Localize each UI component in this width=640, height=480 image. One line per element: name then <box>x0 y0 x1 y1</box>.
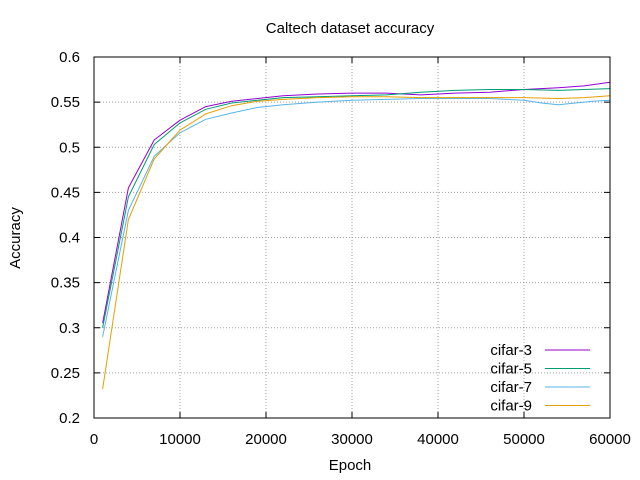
series-line-cifar-9 <box>102 95 611 390</box>
legend-label: cifar-7 <box>490 379 532 396</box>
x-tick-label: 40000 <box>417 431 459 448</box>
y-tick-label: 0.35 <box>51 275 80 292</box>
series-line-cifar-3 <box>102 81 611 324</box>
y-tick-label: 0.55 <box>51 94 80 111</box>
series-line-cifar-5 <box>102 88 611 328</box>
legend-label: cifar-5 <box>490 361 532 378</box>
x-tick-label: 20000 <box>245 431 287 448</box>
x-tick-label: 0 <box>90 431 98 448</box>
series-line-cifar-7 <box>102 98 611 337</box>
x-axis-label: Epoch <box>329 457 372 474</box>
legend-label: cifar-3 <box>490 342 532 359</box>
x-tick-label: 60000 <box>589 431 631 448</box>
y-tick-label: 0.45 <box>51 184 80 201</box>
axis-ticks: 0.2 0.25 0.3 0.35 0.4 0.45 0.5 0.55 0.6 0 10000 200… <box>51 49 631 448</box>
y-axis-label: Accuracy <box>7 207 24 269</box>
y-tick-label: 0.2 <box>59 410 80 427</box>
x-tick-label: 10000 <box>159 431 201 448</box>
y-tick-label: 0.5 <box>59 139 80 156</box>
gridlines <box>94 57 610 418</box>
legend-label: cifar-9 <box>490 398 532 415</box>
x-tick-label: 30000 <box>331 431 373 448</box>
y-tick-label: 0.6 <box>59 49 80 66</box>
y-tick-label: 0.3 <box>59 320 80 337</box>
y-tick-label: 0.25 <box>51 365 80 382</box>
x-tick-label: 50000 <box>503 431 545 448</box>
y-tick-label: 0.4 <box>59 230 80 247</box>
series-lines <box>102 81 611 390</box>
chart-title: Caltech dataset accuracy <box>266 20 435 37</box>
